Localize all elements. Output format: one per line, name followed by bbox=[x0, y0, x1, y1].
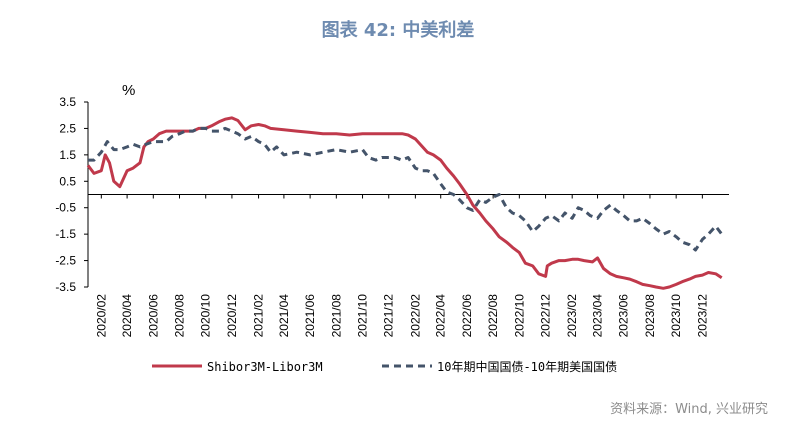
y-tick-label: 3.5 bbox=[59, 95, 76, 109]
y-tick-label: -3.5 bbox=[55, 280, 76, 294]
x-tick-label: 2023/02 bbox=[565, 294, 579, 338]
x-tick-label: 2023/10 bbox=[669, 294, 683, 338]
source-note: 资料来源：Wind, 兴业研究 bbox=[610, 402, 768, 417]
x-tick-label: 2020/10 bbox=[199, 294, 213, 338]
series-line-shibor-libor bbox=[86, 116, 723, 290]
y-tick-label: -1.5 bbox=[55, 227, 76, 241]
y-axis: 3.5 2.5 1.5 0.5 -0.5 -1.5 -2.5 -3.5 bbox=[55, 95, 89, 294]
x-tick-label: 2020/12 bbox=[225, 294, 239, 338]
legend-label: Shibor3M-Libor3M bbox=[207, 360, 323, 374]
x-tick-label: 2022/08 bbox=[486, 294, 500, 338]
legend-label: 10年期中国国债-10年期美国国债 bbox=[437, 359, 617, 374]
x-tick-label: 2020/06 bbox=[146, 294, 160, 338]
x-tick-label: 2022/06 bbox=[460, 294, 474, 338]
series-lines bbox=[86, 116, 723, 290]
x-tick-label: 2020/08 bbox=[173, 294, 187, 338]
x-tick-label: 2021/04 bbox=[277, 294, 291, 338]
y-axis-unit-label: % bbox=[122, 82, 135, 99]
x-tick-label: 2023/08 bbox=[643, 294, 657, 338]
x-tick-label: 2022/10 bbox=[512, 294, 526, 338]
y-tick-label: 1.5 bbox=[59, 148, 76, 162]
y-tick-label: 2.5 bbox=[59, 121, 76, 135]
x-tick-label: 2023/06 bbox=[617, 294, 631, 338]
x-tick-label: 2021/10 bbox=[356, 294, 370, 338]
y-tick-label: 0.5 bbox=[59, 174, 76, 188]
series-line-bond-spread bbox=[88, 126, 723, 252]
x-tick-label: 2020/04 bbox=[120, 294, 134, 338]
y-tick-label: -0.5 bbox=[55, 201, 76, 215]
x-tick-label: 2022/04 bbox=[434, 294, 448, 338]
x-axis: 2020/02 2020/04 2020/06 2020/08 2020/10 2020/… bbox=[88, 194, 729, 338]
y-tick-label: -2.5 bbox=[55, 254, 76, 268]
x-tick-label: 2021/06 bbox=[303, 294, 317, 338]
x-tick-label: 2023/12 bbox=[695, 294, 709, 338]
x-tick-label: 2021/12 bbox=[382, 294, 396, 338]
x-tick-label: 2022/02 bbox=[408, 294, 422, 338]
x-tick-label: 2023/04 bbox=[591, 294, 605, 338]
legend: Shibor3M-Libor3M 10年期中国国债-10年期美国国债 bbox=[152, 359, 617, 374]
x-tick-label: 2021/08 bbox=[329, 294, 343, 338]
x-tick-label: 2020/02 bbox=[94, 294, 108, 338]
x-tick-label: 2022/12 bbox=[539, 294, 553, 338]
x-tick-label: 2021/02 bbox=[252, 294, 266, 338]
chart-title: 图表 42: 中美利差 bbox=[321, 20, 475, 41]
